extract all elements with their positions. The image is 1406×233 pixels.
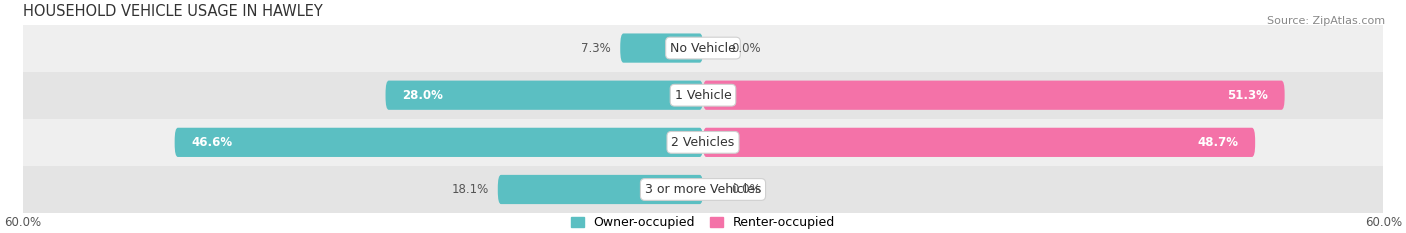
FancyBboxPatch shape bbox=[174, 128, 703, 157]
Bar bbox=[22, 119, 1384, 166]
Bar bbox=[22, 24, 1384, 72]
Text: 3 or more Vehicles: 3 or more Vehicles bbox=[645, 183, 761, 196]
Text: 0.0%: 0.0% bbox=[731, 41, 761, 55]
Text: HOUSEHOLD VEHICLE USAGE IN HAWLEY: HOUSEHOLD VEHICLE USAGE IN HAWLEY bbox=[22, 4, 322, 19]
Text: No Vehicle: No Vehicle bbox=[671, 41, 735, 55]
Text: 18.1%: 18.1% bbox=[451, 183, 489, 196]
Text: 28.0%: 28.0% bbox=[402, 89, 443, 102]
Text: 1 Vehicle: 1 Vehicle bbox=[675, 89, 731, 102]
Bar bbox=[22, 166, 1384, 213]
Text: 2 Vehicles: 2 Vehicles bbox=[672, 136, 734, 149]
Legend: Owner-occupied, Renter-occupied: Owner-occupied, Renter-occupied bbox=[571, 216, 835, 230]
Text: 7.3%: 7.3% bbox=[582, 41, 612, 55]
FancyBboxPatch shape bbox=[620, 34, 703, 63]
FancyBboxPatch shape bbox=[703, 81, 1285, 110]
FancyBboxPatch shape bbox=[498, 175, 703, 204]
FancyBboxPatch shape bbox=[703, 128, 1256, 157]
Text: 46.6%: 46.6% bbox=[191, 136, 233, 149]
FancyBboxPatch shape bbox=[385, 81, 703, 110]
Text: Source: ZipAtlas.com: Source: ZipAtlas.com bbox=[1267, 16, 1385, 26]
Text: 51.3%: 51.3% bbox=[1227, 89, 1268, 102]
Bar bbox=[22, 72, 1384, 119]
Text: 0.0%: 0.0% bbox=[731, 183, 761, 196]
Text: 48.7%: 48.7% bbox=[1197, 136, 1239, 149]
